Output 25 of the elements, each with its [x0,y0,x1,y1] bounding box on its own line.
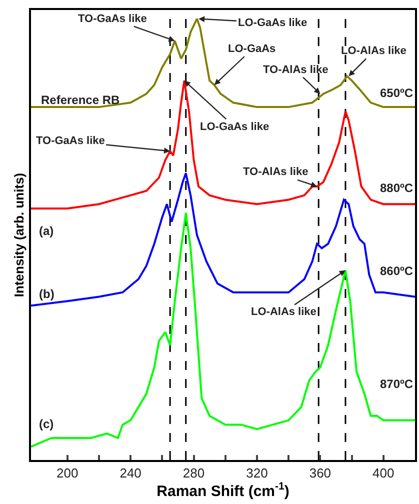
annotation: LO-AlAs like [251,306,316,318]
annotation: TO-AlAs like [243,166,308,178]
x-tick-label: 400 [372,466,394,481]
x-tick-label: 200 [56,466,78,481]
x-tick-label: 240 [120,466,142,481]
annotation: 650ºC [380,86,414,100]
annotation: 880ºC [380,181,414,195]
y-axis-title: Intensity (arb. units) [11,172,26,298]
annotation: LO-GaAs like [200,121,270,133]
annotation: LO-AlAs like [341,45,406,57]
annotation: LO-GaAs [228,43,276,55]
annotation: (a) [39,224,54,238]
x-tick-label: 280 [182,466,205,481]
annotation: 870ºC [380,377,414,391]
annotation: (c) [39,417,54,431]
annotation: Reference RB [41,93,120,107]
annotation: LO-GaAs like [238,17,308,29]
annotation: (b) [39,287,54,301]
x-tick-label: 360 [309,466,332,481]
x-axis-title: Raman Shift (cm$^{-1}$) [156,480,290,500]
annotation: TO-GaAs like [36,135,105,147]
x-tick-label: 320 [246,466,268,481]
annotation: TO-AlAs like [263,64,328,76]
annotation: TO-GaAs like [78,13,147,25]
annotation: 860ºC [380,264,414,278]
